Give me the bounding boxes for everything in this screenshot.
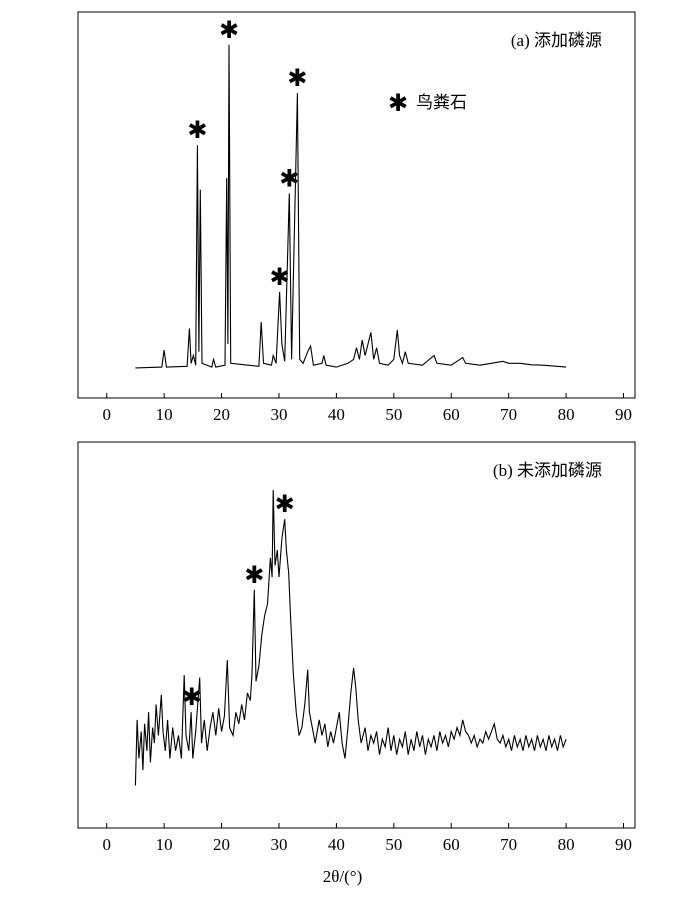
x-tick-label: 30	[270, 405, 287, 424]
panel-title: (b) 未添加磷源	[493, 461, 602, 480]
x-tick-label: 20	[213, 405, 230, 424]
peak-marker: ✱	[287, 64, 307, 92]
x-tick-label: 50	[385, 835, 402, 854]
peak-marker: ✱	[279, 164, 299, 192]
x-axis-label: 2θ/(°)	[323, 867, 363, 886]
xrd-line	[135, 44, 567, 369]
peak-marker: ✱	[187, 116, 207, 144]
x-tick-label: 70	[500, 405, 517, 424]
legend-symbol: ✱	[388, 89, 408, 117]
peak-marker: ✱	[275, 490, 295, 518]
x-tick-label: 10	[156, 835, 173, 854]
peak-marker: ✱	[244, 561, 264, 589]
x-tick-label: 0	[102, 835, 111, 854]
x-tick-label: 20	[213, 835, 230, 854]
x-tick-label: 90	[615, 405, 632, 424]
x-tick-label: 0	[102, 405, 111, 424]
peak-marker: ✱	[182, 683, 202, 711]
x-tick-label: 40	[328, 835, 345, 854]
x-tick-label: 90	[615, 835, 632, 854]
x-tick-label: 10	[156, 405, 173, 424]
x-tick-label: 80	[558, 405, 575, 424]
plot-frame	[77, 441, 636, 829]
x-tick-label: 30	[270, 835, 287, 854]
x-tick-label: 80	[558, 835, 575, 854]
peak-marker: ✱	[219, 16, 239, 44]
xrd-line	[134, 489, 567, 786]
x-tick-label: 60	[443, 835, 460, 854]
x-tick-label: 40	[328, 405, 345, 424]
plot-frame	[77, 11, 636, 399]
peak-marker: ✱	[269, 263, 289, 291]
panel-title: (a) 添加磷源	[511, 31, 602, 50]
x-tick-label: 70	[500, 835, 517, 854]
x-tick-label: 60	[443, 405, 460, 424]
x-tick-label: 50	[385, 405, 402, 424]
legend-label: 鸟粪石	[416, 93, 467, 112]
